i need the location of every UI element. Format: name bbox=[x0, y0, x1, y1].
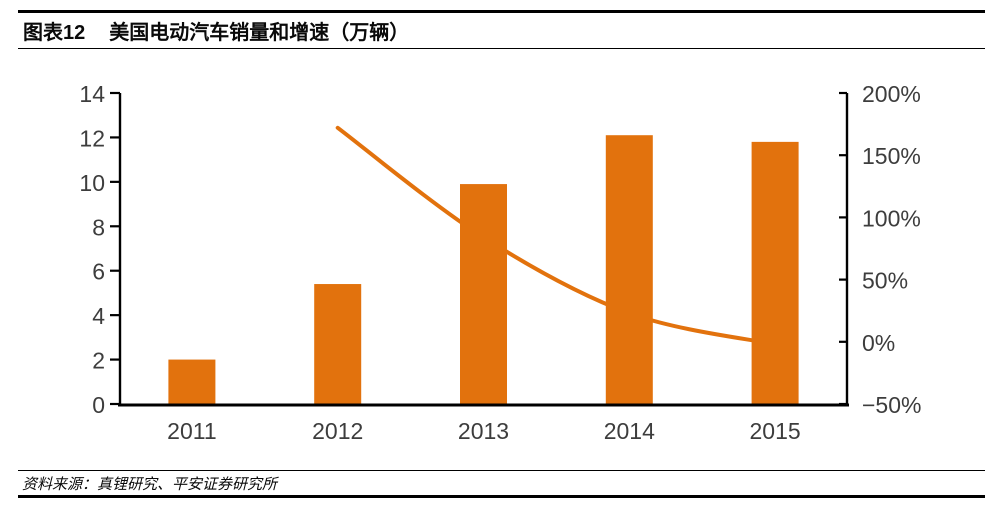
x-axis-labels: 2011 2012 2013 2014 2015 bbox=[167, 418, 801, 444]
left-tick-label: 14 bbox=[79, 81, 105, 107]
growth-line bbox=[335, 125, 778, 347]
left-tick-label: 8 bbox=[92, 214, 105, 240]
left-axis-ticks: 0 2 4 6 8 10 12 14 bbox=[79, 81, 120, 418]
axes bbox=[118, 93, 849, 407]
right-tick-label: 50% bbox=[862, 268, 908, 294]
left-tick-label: 6 bbox=[92, 259, 105, 285]
footer-bottom-rule bbox=[18, 495, 985, 498]
year-label-2015: 2015 bbox=[750, 418, 801, 444]
year-label-2011: 2011 bbox=[167, 418, 216, 444]
right-tick-label: 200% bbox=[862, 81, 921, 107]
sales-bar-2013 bbox=[460, 184, 507, 404]
footer-top-rule bbox=[18, 470, 985, 471]
right-tick-label: 100% bbox=[862, 205, 921, 231]
figure-title-row: 图表12 美国电动汽车销量和增速（万辆） bbox=[23, 16, 409, 45]
left-tick-label: 4 bbox=[92, 303, 105, 329]
left-tick-label: 10 bbox=[79, 170, 105, 196]
sales-bars bbox=[168, 135, 799, 404]
header-bottom-rule bbox=[18, 48, 985, 49]
sales-bar-2011 bbox=[168, 359, 216, 404]
year-label-2012: 2012 bbox=[312, 418, 363, 444]
left-tick-label: 0 bbox=[92, 392, 105, 418]
right-tick-label: −50% bbox=[862, 392, 921, 418]
year-label-2014: 2014 bbox=[604, 418, 655, 444]
sales-growth-chart: 0 2 4 6 8 10 12 14 −50% 0% 50% 100% 150% 200% 2011 2012… bbox=[79, 81, 921, 444]
source-note: 资料来源：真锂研究、平安证券研究所 bbox=[22, 476, 278, 493]
left-tick-label: 12 bbox=[79, 125, 105, 151]
right-tick-label: 0% bbox=[862, 330, 895, 356]
figure-title: 美国电动汽车销量和增速（万辆） bbox=[109, 22, 410, 44]
header-top-rule bbox=[18, 10, 985, 13]
sales-bar-2015 bbox=[751, 141, 799, 404]
right-tick-label: 150% bbox=[862, 143, 921, 169]
left-tick-label: 2 bbox=[92, 348, 105, 374]
figure-number-label: 图表12 bbox=[23, 22, 86, 44]
sales-bar-2012 bbox=[314, 284, 362, 404]
right-axis-ticks: −50% 0% 50% 100% 150% 200% bbox=[839, 81, 921, 418]
sales-bar-2014 bbox=[605, 135, 653, 404]
year-label-2013: 2013 bbox=[458, 418, 509, 444]
